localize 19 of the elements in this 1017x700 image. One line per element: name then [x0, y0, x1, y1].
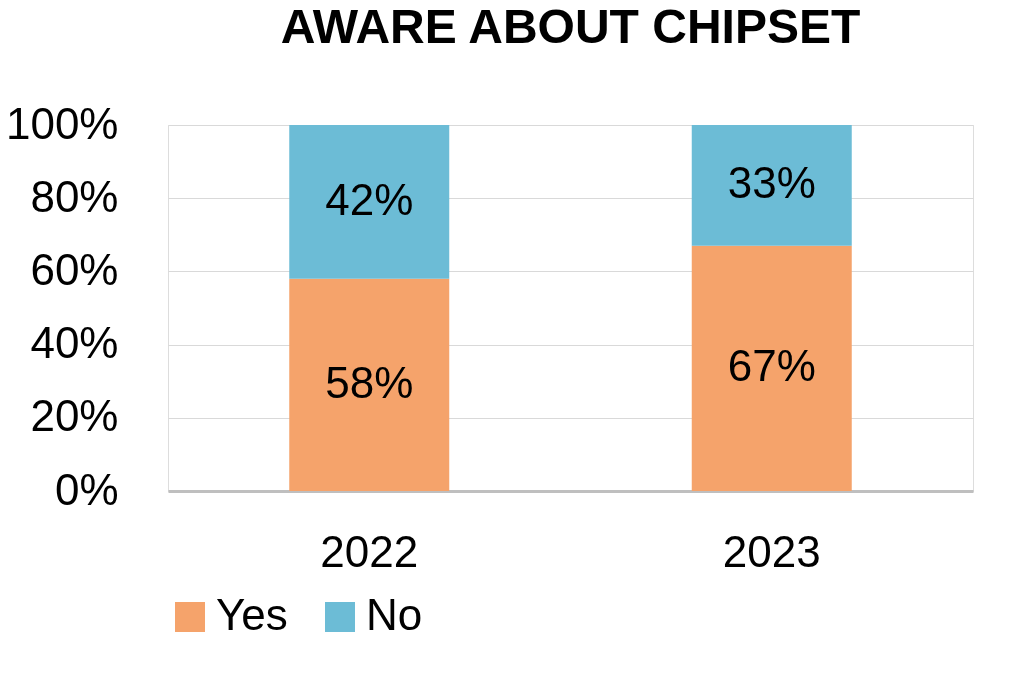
bar [691, 245, 852, 491]
bar [691, 125, 852, 246]
data-label: 67% [727, 341, 816, 391]
legend-label: No [366, 590, 423, 639]
chart-title: AWARE ABOUT CHIPSET [280, 0, 861, 53]
bar [289, 278, 450, 491]
y-tick-label: 100% [5, 98, 119, 148]
data-label: 33% [727, 158, 816, 208]
y-tick-label: 0% [54, 464, 119, 514]
x-tick-label: 2022 [320, 526, 419, 576]
x-tick-label: 2023 [722, 526, 821, 576]
y-tick-label: 60% [30, 244, 119, 294]
y-tick-label: 40% [30, 318, 119, 368]
bar [289, 125, 450, 279]
data-label: 42% [325, 174, 414, 224]
y-tick-label: 20% [30, 391, 119, 441]
legend-label: Yes [216, 590, 288, 639]
data-label: 58% [325, 357, 414, 407]
y-tick-label: 80% [30, 171, 119, 221]
